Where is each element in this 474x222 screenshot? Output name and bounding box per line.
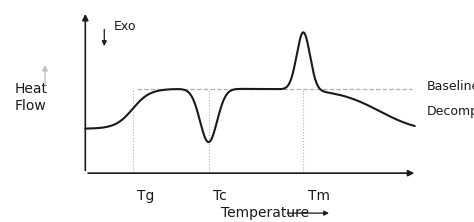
Text: Baseline: Baseline <box>427 80 474 93</box>
Text: Decomposition: Decomposition <box>427 105 474 117</box>
Text: Temperature: Temperature <box>221 206 310 220</box>
Text: Tc: Tc <box>213 189 227 203</box>
Text: Exo: Exo <box>114 20 136 33</box>
Text: Tm: Tm <box>308 189 330 203</box>
Text: Tg: Tg <box>137 189 155 203</box>
Text: Heat
Flow: Heat Flow <box>14 82 47 113</box>
